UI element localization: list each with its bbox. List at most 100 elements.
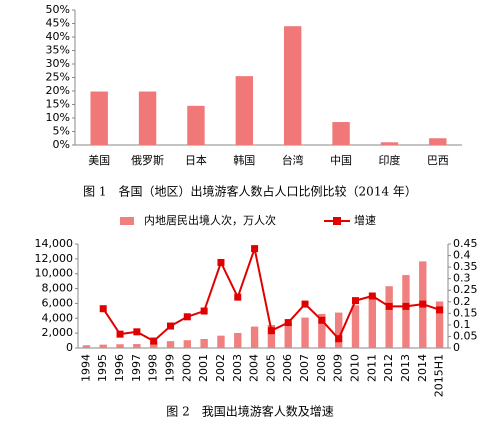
x-tick-label: 巴西	[427, 154, 449, 167]
y2-tick-label: 0	[453, 341, 460, 354]
bar	[133, 344, 141, 348]
marker	[318, 316, 326, 324]
bar	[368, 295, 377, 348]
marker	[116, 330, 124, 338]
bar	[435, 301, 444, 348]
marker	[217, 258, 225, 266]
marker	[234, 293, 242, 301]
x-tick-label: 美国	[88, 154, 110, 167]
marker	[200, 307, 208, 315]
marker	[335, 335, 343, 343]
y-tick-label: 45%	[46, 17, 70, 30]
y-tick-label: 6,000	[42, 296, 74, 309]
y-tick-label: 15%	[46, 98, 70, 111]
legend-swatch	[333, 217, 341, 225]
bar	[116, 344, 124, 348]
x-tick-label: 2001	[197, 354, 210, 382]
x-tick-label: 2000	[180, 354, 193, 382]
x-tick-label: 2002	[214, 354, 227, 382]
bar	[138, 91, 157, 145]
y-tick-label: 50%	[46, 3, 70, 16]
x-tick-label: 1999	[164, 354, 177, 382]
y-tick-label: 10,000	[35, 267, 74, 280]
bar	[402, 275, 410, 348]
x-tick-label: 韩国	[233, 153, 255, 167]
bar	[90, 91, 108, 145]
bar	[380, 142, 399, 145]
marker	[251, 245, 259, 253]
y-tick-label: 0%	[53, 138, 70, 151]
y2-tick-label: 0.35	[453, 260, 478, 273]
x-tick-label: 1998	[147, 354, 160, 382]
x-tick-label: 1995	[96, 354, 109, 382]
y-tick-label: 20%	[46, 84, 70, 97]
y-tick-label: 25%	[46, 71, 70, 84]
legend-label: 内地居民出境人次，万人次	[144, 213, 276, 227]
y2-tick-label: 0.3	[453, 272, 471, 285]
bar	[318, 313, 326, 348]
y-tick-label: 4,000	[42, 311, 74, 324]
y-tick-label: 35%	[46, 44, 70, 57]
bar	[429, 138, 447, 145]
bar	[334, 312, 343, 348]
y-tick-label: 30%	[46, 57, 70, 70]
x-tick-label: 2003	[231, 354, 244, 382]
y-tick-label: 5%	[53, 125, 70, 138]
bar	[149, 341, 158, 348]
y2-tick-label: 0.2	[453, 295, 471, 308]
x-tick-label: 中国	[330, 154, 352, 167]
x-tick-label: 2013	[399, 354, 412, 382]
marker	[368, 292, 376, 300]
x-tick-label: 2011	[365, 354, 378, 382]
x-tick-label: 2004	[248, 354, 261, 382]
y-tick-label: 2,000	[42, 326, 74, 339]
marker	[167, 322, 174, 330]
bar	[351, 305, 360, 348]
y2-tick-label: 0.45	[453, 237, 478, 250]
x-tick-label: 2007	[298, 354, 311, 382]
marker	[99, 305, 107, 313]
marker	[301, 300, 309, 308]
bar	[332, 122, 350, 145]
y-tick-label: 14,000	[35, 237, 74, 250]
marker	[284, 319, 292, 327]
marker	[402, 302, 410, 310]
x-tick-label: 2009	[332, 354, 345, 382]
bar	[187, 105, 205, 145]
y-tick-label: 12,000	[35, 252, 74, 265]
caption: 图 1 各国（地区）出境游客人数占人口比例比较（2014 年）	[83, 184, 417, 199]
x-tick-label: 2014	[416, 354, 429, 382]
y-tick-label: 8,000	[42, 282, 74, 295]
marker	[150, 337, 158, 345]
x-tick-label: 2015H1	[433, 354, 446, 397]
x-tick-label: 1994	[79, 354, 92, 382]
marker	[352, 297, 359, 305]
y-tick-label: 10%	[46, 111, 70, 124]
y-tick-label: 0	[66, 341, 73, 354]
y2-tick-label: 0.1	[453, 318, 471, 331]
bar	[183, 340, 192, 348]
x-tick-label: 日本	[185, 153, 207, 167]
marker	[385, 302, 393, 310]
x-tick-label: 印度	[378, 153, 400, 167]
caption: 图 2 我国出境游客人数及增速	[166, 404, 333, 419]
bar	[235, 76, 254, 145]
bar	[284, 322, 292, 348]
bar	[301, 317, 309, 348]
bar	[234, 332, 242, 348]
x-tick-label: 2006	[281, 354, 294, 382]
bar	[166, 341, 175, 348]
x-tick-label: 俄罗斯	[131, 154, 164, 167]
marker	[133, 328, 141, 336]
y2-tick-label: 0.25	[453, 283, 478, 296]
bar	[82, 345, 91, 348]
y2-tick-label: 0.4	[453, 249, 471, 262]
legend-swatch	[120, 217, 134, 225]
y2-tick-label: 0.05	[453, 329, 478, 342]
bar	[250, 326, 259, 348]
x-tick-label: 1997	[130, 354, 143, 382]
marker	[183, 313, 191, 321]
x-tick-label: 1996	[113, 354, 126, 382]
